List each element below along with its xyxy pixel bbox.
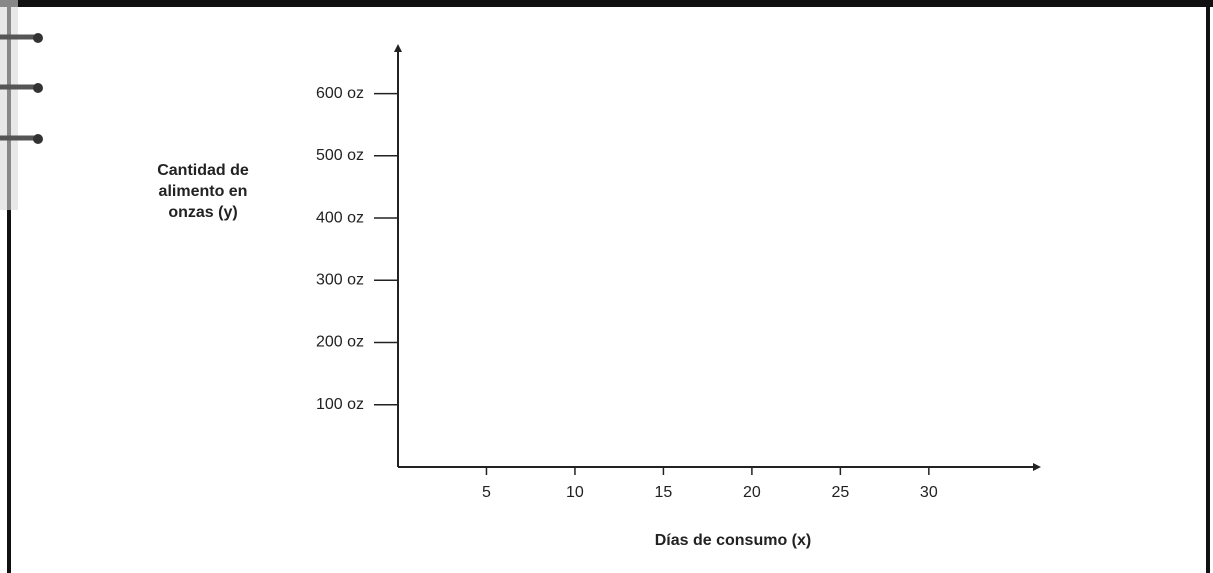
x-tick-label: 10 (566, 484, 584, 501)
x-tick-label: 20 (743, 484, 761, 501)
y-tick-label: 400 oz (316, 209, 364, 226)
x-tick-label: 5 (482, 484, 491, 501)
y-tick-label: 500 oz (316, 147, 364, 164)
frame-top (0, 0, 1213, 7)
y-axis-arrow (394, 44, 402, 52)
y-tick-label: 300 oz (316, 272, 364, 289)
y-tick-label: 200 oz (316, 334, 364, 351)
x-tick-label: 30 (920, 484, 938, 501)
x-tick-label: 25 (831, 484, 849, 501)
x-tick-label: 15 (655, 484, 673, 501)
spiral-ring-ends (33, 33, 43, 144)
x-axis-label: Días de consumo (x) (655, 532, 811, 549)
binding-shadow (0, 0, 18, 210)
page: Días de consumo (x) 100 oz 200 oz 300 oz 40… (0, 0, 1213, 573)
frame-right (1206, 0, 1210, 573)
y-tick-label: 600 oz (316, 85, 364, 102)
y-tick-label: 100 oz (316, 396, 364, 413)
y-axis-label: Cantidad de alimento en onzas (y) (152, 160, 254, 223)
x-axis-arrow (1033, 463, 1041, 471)
chart: Días de consumo (x) 100 oz 200 oz 300 oz 40… (0, 0, 1213, 573)
